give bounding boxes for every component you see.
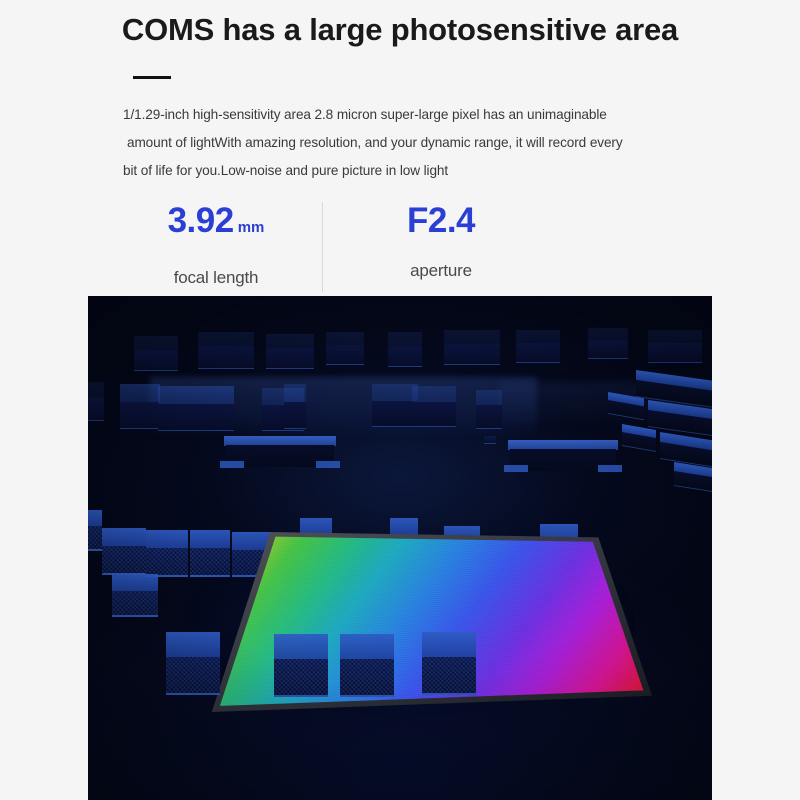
board-chip — [88, 382, 104, 421]
cmos-sensor-photo — [88, 296, 712, 800]
board-chip — [158, 386, 196, 431]
board-chip — [284, 384, 306, 429]
spec-aperture-value-group: F2.4 — [335, 195, 547, 247]
board-chip — [476, 390, 502, 429]
spec-aperture-label: aperture — [410, 261, 472, 280]
page-title: COMS has a large photosensitive area — [121, 12, 679, 47]
board-chip — [588, 328, 628, 359]
board-chip — [372, 384, 418, 427]
spec-focal-length: 3.92 mm focal length — [110, 195, 322, 293]
spec-row: 3.92 mm focal length F2.4 aperture — [110, 195, 670, 295]
board-chip — [134, 336, 178, 371]
board-chip — [198, 332, 254, 369]
board-chip — [166, 632, 220, 696]
board-chip — [146, 530, 188, 577]
board-chip — [196, 386, 234, 431]
spec-aperture: F2.4 aperture — [335, 195, 547, 286]
description-line-2: amount of lightWith amazing resolution, … — [127, 135, 623, 150]
description-text: 1/1.29-inch high-sensitivity area 2.8 mi… — [123, 101, 683, 185]
spec-focal-label: focal length — [173, 268, 259, 287]
spec-divider — [322, 202, 323, 292]
board-chip — [112, 574, 158, 617]
board-chip — [274, 634, 328, 698]
board-chip — [444, 330, 500, 365]
board-chip — [102, 528, 146, 575]
board-connector-bar — [503, 440, 623, 472]
board-chip — [516, 330, 560, 363]
board-chip — [190, 530, 230, 577]
cmos-sensor-die — [88, 296, 712, 800]
board-chip — [340, 634, 394, 698]
board-chip — [326, 332, 364, 365]
description-line-3: bit of life for you.Low-noise and pure p… — [123, 163, 449, 178]
spec-focal-unit: mm — [237, 219, 265, 236]
board-connector-bar — [219, 436, 341, 468]
board-chip — [412, 386, 456, 427]
description-line-1: 1/1.29-inch high-sensitivity area 2.8 mi… — [123, 107, 607, 122]
board-chip — [648, 330, 702, 363]
board-chip — [422, 632, 476, 696]
spec-focal-value-group: 3.92 mm — [110, 195, 322, 254]
board-chip — [266, 334, 314, 369]
spec-focal-value: 3.92 — [167, 201, 235, 240]
spec-aperture-value: F2.4 — [406, 201, 476, 240]
board-chip — [88, 510, 102, 551]
board-chip — [120, 384, 160, 429]
board-chip — [388, 332, 422, 367]
title-underline-rule — [133, 76, 171, 79]
board-marker — [484, 436, 496, 445]
